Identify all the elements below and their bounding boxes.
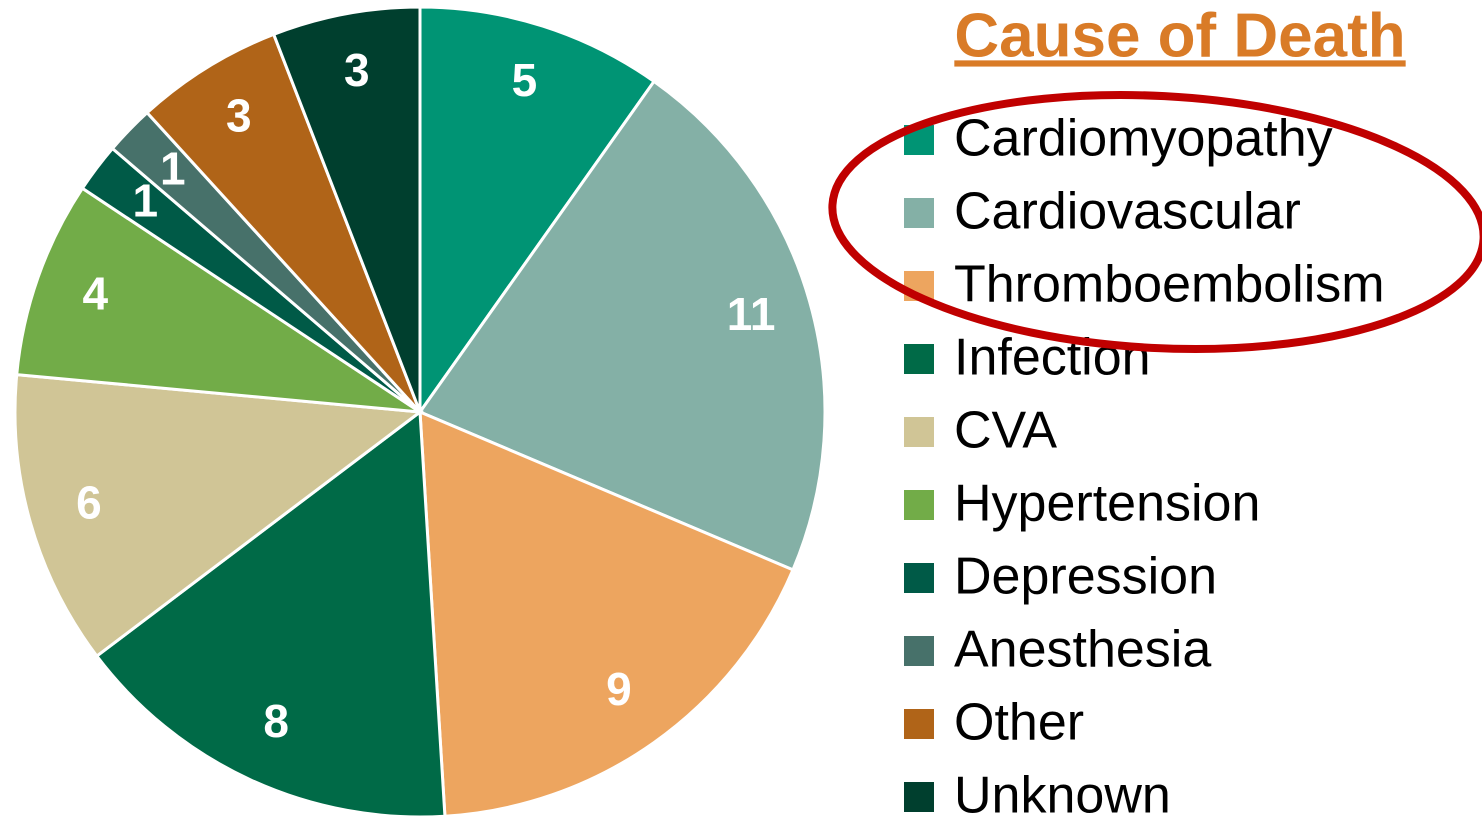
- highlight-ellipse: [828, 91, 1482, 353]
- legend-swatch: [904, 782, 934, 812]
- pie-slice: [145, 32, 422, 414]
- legend-swatch: [904, 490, 934, 520]
- data-label: 11: [727, 288, 776, 340]
- data-label: 3: [226, 89, 252, 141]
- data-label: 5: [512, 54, 538, 106]
- legend-swatch: [904, 636, 934, 666]
- legend-label: Cardiovascular: [954, 183, 1301, 241]
- legend-label: Other: [954, 694, 1084, 752]
- data-label: 6: [76, 476, 102, 528]
- data-label: 4: [83, 268, 109, 320]
- pie-slice: [13, 372, 424, 659]
- legend: Cardiomyopathy Cardiovascular Thromboembol…: [904, 110, 1385, 820]
- legend-label: Hypertension: [954, 475, 1260, 533]
- data-label: 3: [344, 44, 370, 96]
- legend-swatch: [904, 198, 934, 228]
- legend-label: Thromboembolism: [954, 256, 1385, 314]
- legend-label: Depression: [954, 548, 1217, 606]
- legend-swatch: [904, 344, 934, 374]
- legend-label: Anesthesia: [954, 621, 1211, 679]
- legend-swatch: [904, 563, 934, 593]
- data-label: 8: [263, 695, 289, 747]
- legend-swatch: [904, 417, 934, 447]
- legend-label: Unknown: [954, 767, 1171, 820]
- pie-slice: [418, 5, 657, 417]
- pie-slice: [15, 186, 421, 414]
- pie-slice: [271, 5, 422, 413]
- pie-slice: [418, 409, 795, 818]
- pie-slice: [94, 409, 447, 819]
- chart-title: Cause of Death: [954, 1, 1405, 70]
- data-label: 9: [606, 663, 632, 715]
- pie-slice: [417, 79, 827, 572]
- legend-swatch: [904, 709, 934, 739]
- legend-label: CVA: [954, 402, 1057, 460]
- legend-label: Cardiomyopathy: [954, 110, 1333, 168]
